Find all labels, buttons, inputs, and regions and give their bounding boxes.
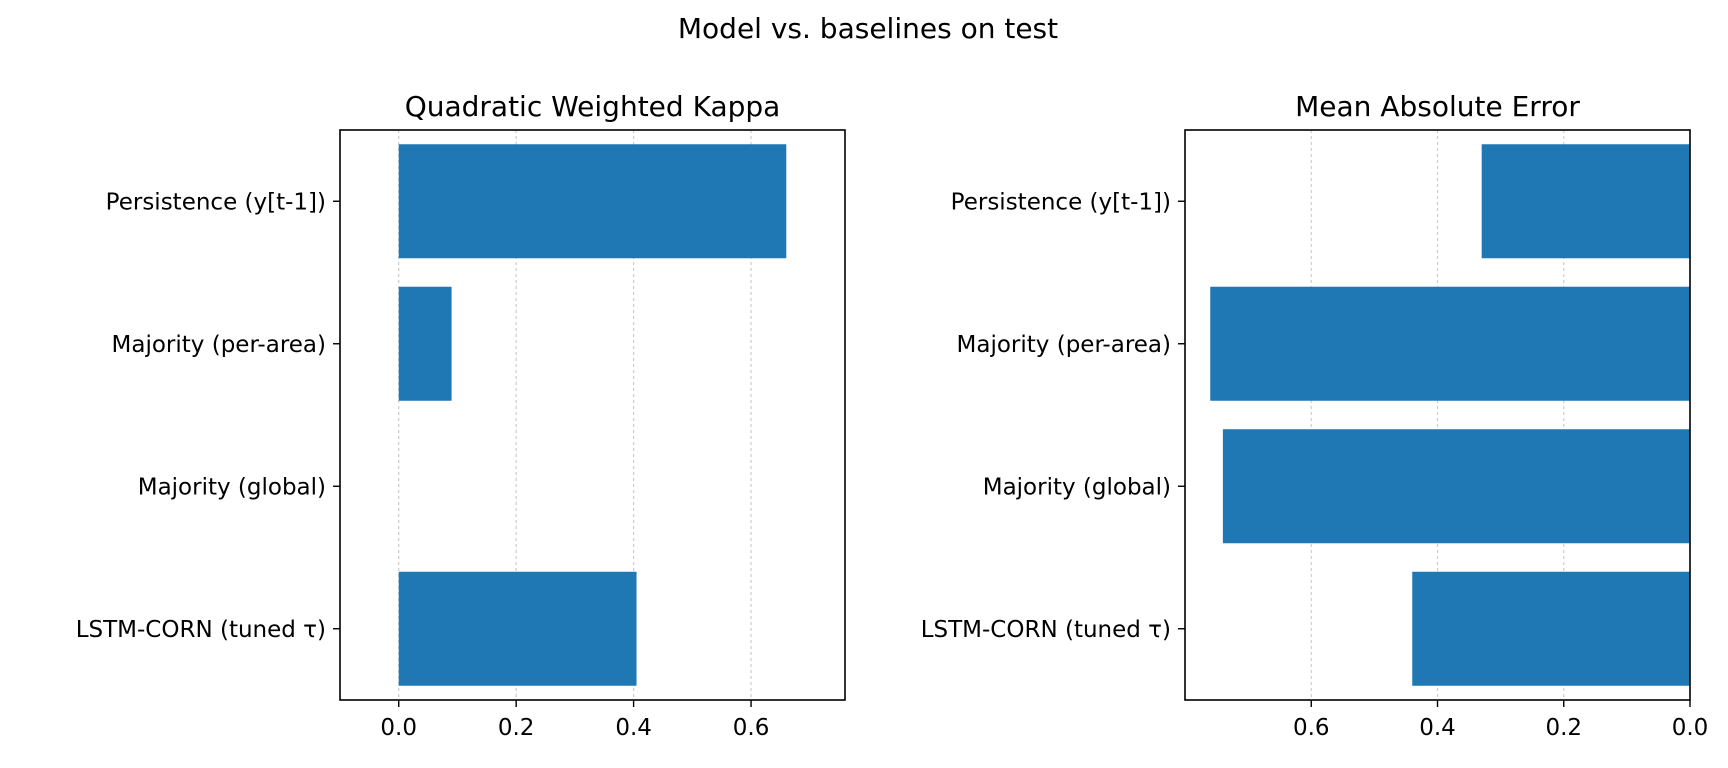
mae-xtick-label: 0.4 (1419, 715, 1456, 741)
mae-category-label: Majority (global) (983, 474, 1171, 500)
mae-category-label: LSTM-CORN (tuned τ) (921, 617, 1171, 643)
mae-xtick-label: 0.6 (1293, 715, 1330, 741)
qwk-xtick-label: 0.4 (615, 715, 652, 741)
qwk-panel: Quadratic Weighted Kappa 0.0 0.2 0.4 0.6 Pers… (76, 90, 846, 741)
mae-xtick-label: 0.2 (1545, 715, 1582, 741)
mae-bar (1210, 286, 1690, 401)
mae-title: Mean Absolute Error (1295, 90, 1580, 123)
mae-category-label: Persistence (y[t-1]) (951, 189, 1171, 215)
qwk-category-label: Majority (global) (138, 474, 326, 500)
mae-category-label: Majority (per-area) (957, 332, 1171, 358)
qwk-category-label: LSTM-CORN (tuned τ) (76, 617, 326, 643)
mae-xtick-label: 0.0 (1672, 715, 1709, 741)
mae-panel: Mean Absolute Error 0.6 0.4 0.2 0.0 Persisten… (921, 90, 1709, 741)
qwk-xtick-label: 0.2 (498, 715, 535, 741)
qwk-bar (398, 144, 787, 259)
qwk-bar (398, 286, 452, 401)
qwk-bar (398, 571, 637, 686)
mae-bar (1481, 144, 1690, 259)
qwk-xtick-label: 0.0 (380, 715, 417, 741)
qwk-category-label: Persistence (y[t-1]) (106, 189, 326, 215)
qwk-axes-frame (339, 129, 846, 701)
qwk-category-label: Majority (per-area) (112, 332, 326, 358)
figure-title: Model vs. baselines on test (678, 12, 1058, 45)
qwk-title: Quadratic Weighted Kappa (405, 90, 781, 123)
qwk-xtick-label: 0.6 (733, 715, 770, 741)
mae-bar (1412, 571, 1690, 686)
mae-bar (1222, 429, 1690, 544)
